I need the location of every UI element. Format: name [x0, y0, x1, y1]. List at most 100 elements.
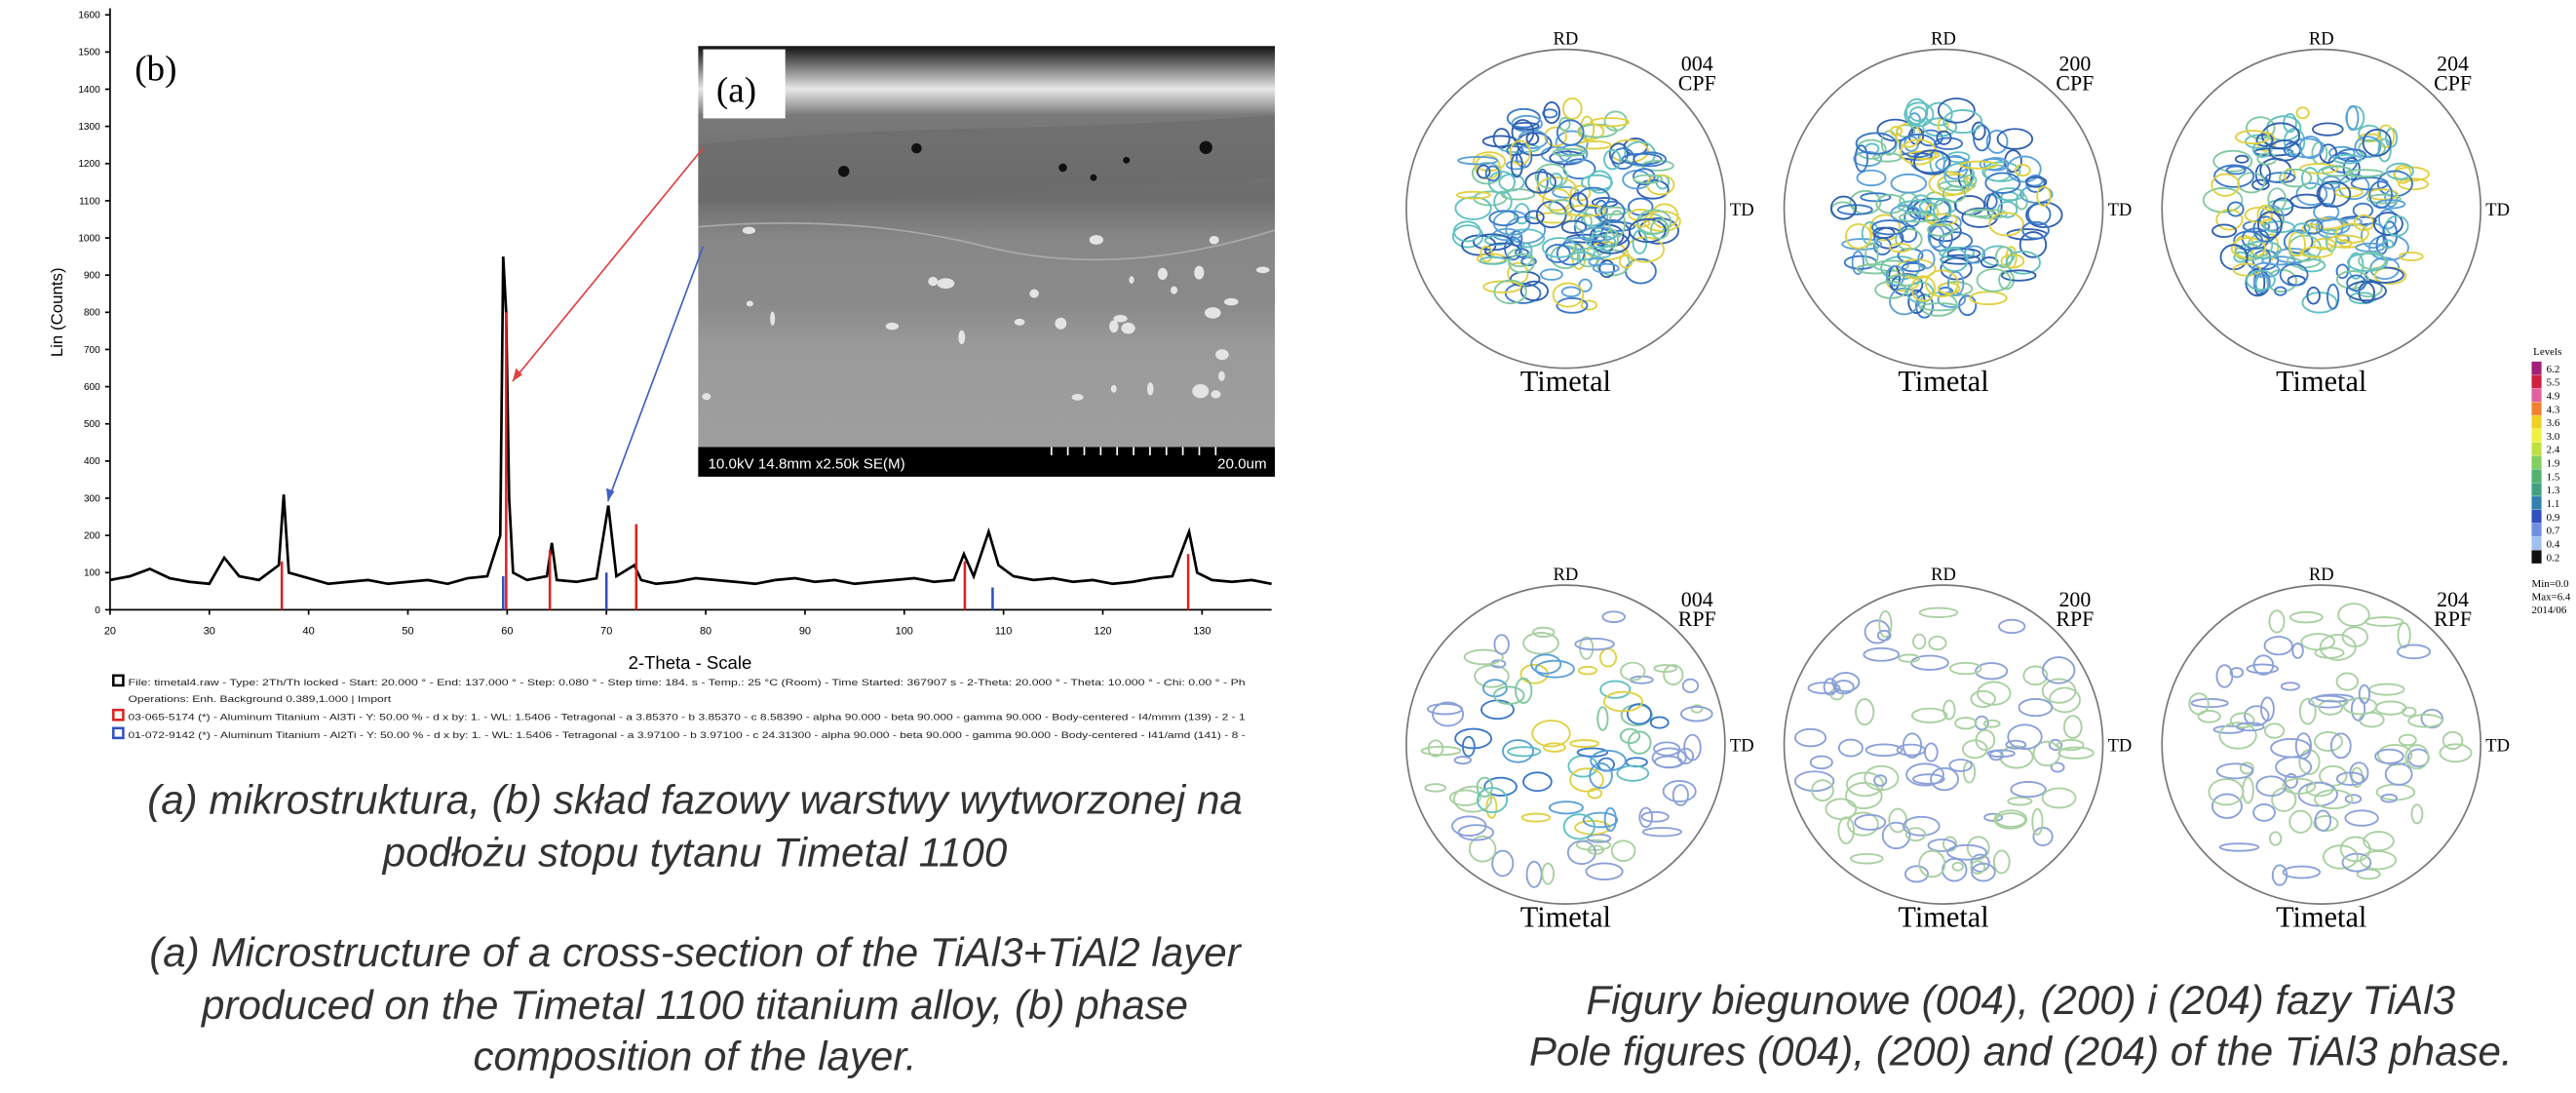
pole-contour: [1917, 249, 1936, 270]
sem-particle: [1055, 317, 1067, 330]
sem-particle: [1029, 289, 1039, 298]
pole-contour: [1965, 209, 1995, 217]
pole-contour: [1597, 206, 1630, 215]
pole-contour: [1592, 262, 1620, 274]
pole-contour: [2325, 228, 2337, 253]
x-tick-label: 60: [501, 626, 513, 638]
pole-contour: [1982, 719, 2001, 728]
pole-name: Timetal: [1520, 365, 1611, 398]
pole-contour: [1890, 173, 1928, 194]
pole-contour: [1972, 209, 2008, 219]
sem-particle: [1157, 267, 1168, 281]
pole-contour: [1640, 810, 1670, 823]
sem-particle: [1109, 320, 1119, 333]
y-tick-label: 1100: [79, 196, 100, 207]
pole-contour: [2253, 272, 2271, 293]
pole-contour: [2344, 809, 2379, 827]
pole-contour: [1556, 296, 1589, 314]
sem-particle: [1113, 315, 1128, 323]
pole-contour: [2218, 722, 2257, 750]
level-swatch: [2531, 483, 2542, 496]
level-label: 2.4: [2547, 445, 2560, 456]
pole-contour: [1910, 707, 1948, 723]
pole-contour: [1549, 173, 1563, 187]
pole-contour: [2344, 169, 2384, 177]
pole-contour: [1849, 852, 1884, 865]
pole-contour: [2289, 193, 2324, 210]
pole-kind: RPF: [2056, 606, 2094, 631]
level-note: Max=6.4: [2531, 591, 2570, 603]
pole-plane: 004: [1681, 587, 1713, 611]
pole-contour: [2005, 739, 2027, 750]
pole-contour: [1616, 764, 1650, 782]
pole-contour: [1986, 749, 2016, 759]
level-swatch: [2531, 455, 2542, 470]
pole-contour: [2257, 211, 2283, 239]
pole-plane: 204: [2437, 52, 2469, 76]
pole-contour: [2236, 722, 2265, 732]
sem-particle: [1209, 235, 1219, 245]
pole-contour: [1951, 861, 1964, 872]
pole-contour: [1603, 148, 1622, 171]
x-tick-label: 130: [1193, 626, 1211, 638]
pole-contour: [2298, 697, 2317, 725]
pole-contour: [1569, 184, 1592, 202]
pole-name: Timetal: [1898, 901, 1988, 934]
pole-contour: [2335, 672, 2360, 691]
pole-contour: [1872, 226, 1896, 239]
pole-contour: [2295, 181, 2328, 207]
pole-contour: [1954, 717, 1978, 730]
pole-contour: [1626, 703, 1652, 725]
pole-contour: [1942, 699, 1956, 721]
arrow-red-head: [512, 368, 523, 382]
pole-outline: [1405, 48, 1726, 370]
pole-contour: [2345, 280, 2387, 302]
pole-contour: [2332, 153, 2363, 165]
pole-contour: [2299, 163, 2339, 175]
pole-contour: [2410, 803, 2424, 825]
pole-contour: [1509, 139, 1531, 166]
pole-contour: [2250, 261, 2281, 279]
pole-contour: [1905, 762, 1944, 787]
pole-contour: [2339, 836, 2371, 863]
legend-line: File: timetal4.raw - Type: 2Th/Th locked…: [128, 678, 1245, 687]
pole-contour: [2291, 642, 2304, 659]
pole-contour: [1619, 727, 1641, 745]
pole-contour: [1502, 739, 1534, 763]
pole-contour: [1970, 860, 1986, 875]
pole-contour: [1569, 767, 1604, 793]
pole-contour: [1994, 246, 2014, 269]
pole-contour: [2398, 252, 2424, 261]
sem-scale: 20.0um: [1217, 455, 1267, 472]
pole-contour: [1426, 703, 1464, 716]
pole-contour: [1488, 210, 1519, 227]
pole-contour: [1672, 784, 1689, 806]
pole-contour: [1918, 849, 1946, 878]
pole-contour: [1992, 849, 2011, 875]
pole-contour: [2374, 748, 2404, 764]
pole-contour: [2312, 237, 2336, 251]
pole-contour: [1483, 776, 1518, 797]
pole-contour: [2382, 239, 2395, 250]
pole-contour: [1506, 107, 1541, 129]
pole-contour: [1869, 214, 1902, 242]
pole-contour: [1985, 129, 2009, 154]
sem-particle: [928, 276, 939, 287]
pole-contour: [1970, 689, 1996, 708]
sem-particle: [885, 322, 900, 331]
pole-contour: [2303, 218, 2324, 235]
pole-contour: [2252, 215, 2279, 243]
pole-contour: [2311, 122, 2344, 137]
pole-contour: [1918, 606, 1959, 618]
pole-contour: [1920, 302, 1959, 312]
pole-contour: [2317, 217, 2351, 235]
level-swatch: [2531, 536, 2542, 551]
pole-contour: [2315, 215, 2344, 239]
pole-contour: [1793, 770, 1835, 793]
pole-contour: [1829, 195, 1858, 220]
pole-contour: [1576, 186, 1610, 210]
pole-contour: [2288, 809, 2313, 834]
sem-particle: [1215, 349, 1229, 361]
sem-particle: [1255, 266, 1270, 274]
